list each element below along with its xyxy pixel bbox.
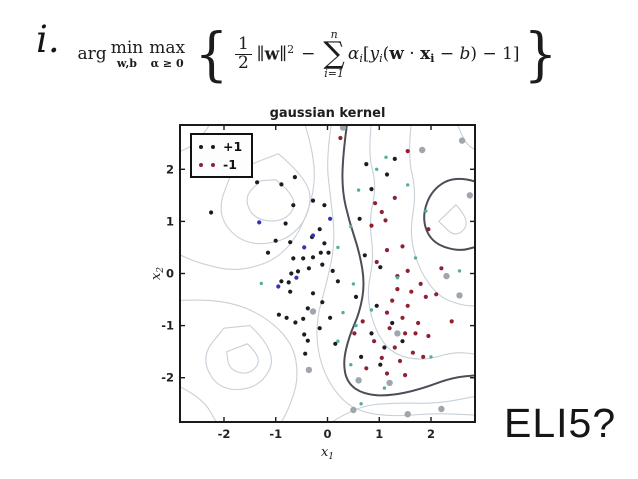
positive-class-marker-icon	[211, 144, 215, 149]
svg-text:2: 2	[166, 162, 174, 176]
summation-symbol: n ∑ i=1	[323, 27, 345, 81]
constraint-terms: αi[yi(w · xi − b) − 1]	[347, 43, 520, 65]
svm-lagrangian-formula: arg min w,b max α ≥ 0 { 1 2 ∥w∥2 − n ∑ i…	[77, 20, 557, 88]
min-operator: min w,b	[110, 37, 144, 70]
legend-label-negative: -1	[223, 157, 237, 172]
minus-sign: −	[301, 44, 316, 64]
positive-class-marker-icon	[199, 144, 203, 149]
one-half-fraction: 1 2	[234, 35, 252, 73]
svg-text:-1: -1	[269, 427, 282, 441]
svm-plot-figure: gaussian kernel -2 -1 0 1 2 -2 -1 0 1 2 x1 x2 +1 -1	[144, 101, 500, 465]
legend-label-positive: +1	[223, 139, 243, 154]
weight-norm-term: ∥w∥2	[256, 43, 295, 65]
negative-class-marker-icon	[199, 162, 203, 167]
svg-text:1: 1	[166, 214, 174, 228]
svg-text:0: 0	[166, 267, 174, 281]
negative-class-marker-icon	[211, 162, 215, 167]
legend-row-positive: +1	[199, 139, 242, 154]
svg-text:x1: x1	[321, 445, 334, 462]
plot-title: gaussian kernel	[269, 106, 386, 121]
svg-text:-2: -2	[161, 371, 174, 385]
max-operator: max α ≥ 0	[149, 37, 186, 70]
legend-row-negative: -1	[199, 157, 242, 172]
svg-text:-1: -1	[161, 319, 174, 333]
gaussian-kernel-scatter-plot: -2 -1 0 1 2 -2 -1 0 1 2 x1 x2	[149, 124, 476, 462]
svg-text:0: 0	[323, 427, 331, 441]
item-numeral: i.	[36, 18, 60, 61]
plot-legend: +1 -1	[190, 133, 254, 178]
svg-text:x2: x2	[149, 267, 166, 280]
svg-text:2: 2	[427, 427, 435, 441]
arg-operator: arg	[77, 44, 107, 64]
svg-text:1: 1	[375, 427, 383, 441]
eli5-text: ELI5?	[504, 400, 617, 446]
svg-text:-2: -2	[218, 427, 231, 441]
